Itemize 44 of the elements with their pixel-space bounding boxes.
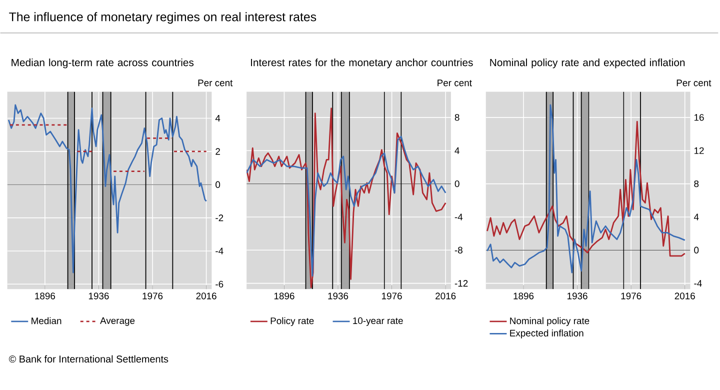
y-tick-label: 0 xyxy=(694,246,699,254)
legend-label: Expected inflation xyxy=(510,330,584,338)
text: The influence of monetary regimes on real interest rates xyxy=(9,12,316,24)
legend-label: 10-year rate xyxy=(353,317,403,326)
y-tick-label: 2 xyxy=(216,148,220,155)
legend-label: Average xyxy=(100,317,135,326)
x-tick-label: 1976 xyxy=(142,292,163,300)
y-tick-label: 16 xyxy=(694,114,704,121)
legend-label: Nominal policy rate xyxy=(510,317,590,326)
legend-label: Median xyxy=(32,317,62,324)
y-tick-label: -8 xyxy=(454,246,462,254)
y-tick-label: 0 xyxy=(216,181,220,188)
x-tick-label: 1896 xyxy=(514,292,534,300)
y-axis-title: Per cent xyxy=(198,80,233,86)
y-tick-label: -6 xyxy=(216,280,224,288)
x-tick-label: 1936 xyxy=(88,292,109,300)
x-tick-label: 1976 xyxy=(382,292,402,300)
y-axis-title: Per cent xyxy=(438,80,472,86)
y-tick-label: 12 xyxy=(694,147,704,154)
x-tick-label: 1976 xyxy=(621,292,642,300)
y-tick-label: -12 xyxy=(454,280,468,287)
y-axis-title: Per cent xyxy=(676,80,712,86)
chart-title: Median long-term rate across countries xyxy=(12,58,194,68)
x-tick-label: 1896 xyxy=(274,292,294,300)
y-tick-label: -2 xyxy=(216,214,224,222)
x-tick-label: 1936 xyxy=(568,292,588,300)
x-tick-label: 2016 xyxy=(196,292,216,300)
y-tick-label: 8 xyxy=(694,180,699,188)
x-tick-label: 2016 xyxy=(436,292,456,300)
y-tick-label: -4 xyxy=(694,280,702,287)
chart-title: Interest rates for the monetary anchor countries xyxy=(251,58,473,68)
y-tick-label: -4 xyxy=(454,214,463,220)
x-tick-label: 1896 xyxy=(35,292,56,300)
y-tick-label: 8 xyxy=(454,114,460,121)
y-tick-label: -4 xyxy=(216,248,224,254)
x-tick-label: 2016 xyxy=(674,292,695,300)
legend-label: Policy rate xyxy=(270,317,314,326)
y-tick-label: 4 xyxy=(215,115,220,122)
y-tick-label: 0 xyxy=(454,180,460,188)
y-tick-label: 4 xyxy=(694,214,699,220)
chart-title: Nominal policy rate and expected inflation xyxy=(490,58,685,68)
text: © Bank for International Settlements xyxy=(8,355,168,363)
x-tick-label: 1936 xyxy=(328,292,348,300)
y-tick-label: 4 xyxy=(454,147,460,154)
